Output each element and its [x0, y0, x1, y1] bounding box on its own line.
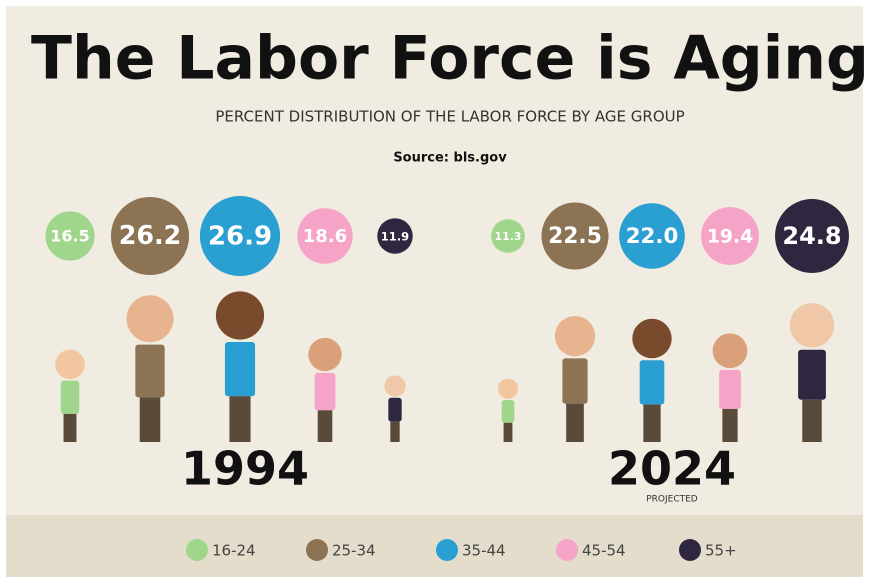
year-label: 2024 [608, 442, 736, 496]
person-body [798, 350, 826, 400]
value-label: 22.5 [548, 224, 602, 249]
value-label: 18.6 [303, 226, 347, 247]
chart-subtitle: PERCENT DISTRIBUTION OF THE LABOR FORCE … [215, 108, 684, 126]
legend-swatch [306, 539, 328, 561]
value-label: 26.9 [208, 222, 272, 252]
person-body [640, 360, 665, 404]
legend-label: 55+ [705, 542, 737, 560]
person-head [308, 338, 341, 371]
value-label: 11.9 [381, 230, 409, 244]
person-body [562, 358, 587, 403]
person-legs [229, 396, 250, 442]
person-body [388, 398, 401, 422]
person-legs [566, 404, 584, 442]
person-head [790, 303, 834, 347]
person-legs [722, 409, 737, 442]
projected-note: PROJECTED [646, 495, 698, 505]
person-head [127, 295, 174, 342]
person-legs [318, 410, 333, 442]
person-legs [802, 400, 821, 442]
legend-swatch [436, 539, 458, 561]
legend-label: 35-44 [462, 542, 506, 560]
person-legs [390, 422, 399, 442]
value-label: 26.2 [119, 220, 182, 250]
person-head [713, 333, 748, 368]
person-body [225, 342, 255, 396]
legend-swatch [679, 539, 701, 561]
value-label: 19.4 [707, 227, 753, 248]
person-legs [140, 397, 161, 442]
legend-label: 45-54 [582, 542, 626, 560]
person-head [55, 350, 85, 380]
person-head [216, 291, 264, 339]
person-body [719, 370, 741, 409]
value-label: 22.0 [626, 224, 679, 249]
year-label: 1994 [181, 442, 309, 496]
legend-label: 25-34 [332, 542, 376, 560]
value-label: 11.3 [495, 230, 522, 243]
person-legs [64, 414, 77, 442]
value-label: 24.8 [782, 222, 841, 250]
value-label: 16.5 [50, 227, 89, 246]
infographic: The Labor Force is Aging PERCENT DISTRIB… [0, 0, 869, 583]
legend-label: 16-24 [212, 542, 256, 560]
person-body [502, 400, 515, 423]
legend-swatch [186, 539, 208, 561]
chart-title: The Labor Force is Aging [31, 24, 869, 94]
person-body [315, 373, 336, 410]
person-legs [643, 405, 660, 442]
person-body [61, 381, 79, 414]
person-head [384, 375, 405, 396]
person-head [632, 319, 671, 358]
source: Source: bls.gov [393, 151, 507, 166]
person-head [498, 379, 518, 399]
legend-swatch [556, 539, 578, 561]
person-head [555, 316, 595, 356]
person-legs [504, 423, 513, 442]
person-body [135, 345, 164, 398]
